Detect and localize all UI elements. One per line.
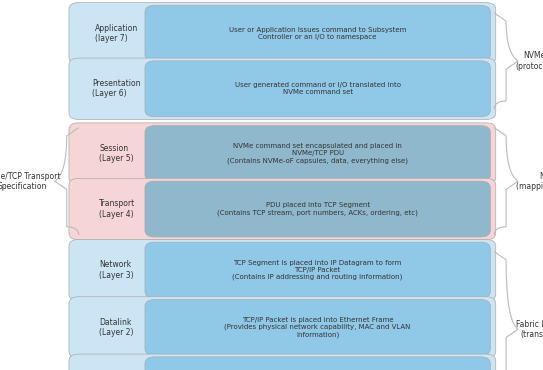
Text: NVMe-oF
(mapping / bindings): NVMe-oF (mapping / bindings): [516, 172, 543, 191]
Text: PDU placed into TCP Segment
(Contains TCP stream, port numbers, ACKs, ordering, : PDU placed into TCP Segment (Contains TC…: [217, 202, 418, 216]
FancyBboxPatch shape: [69, 178, 496, 240]
FancyBboxPatch shape: [69, 3, 496, 64]
FancyBboxPatch shape: [145, 357, 490, 370]
FancyBboxPatch shape: [145, 5, 490, 61]
FancyBboxPatch shape: [69, 354, 496, 370]
FancyBboxPatch shape: [69, 123, 496, 184]
Text: User generated command or I/O translated into
NVMe command set: User generated command or I/O translated…: [235, 82, 401, 95]
Text: User or Application Issues command to Subsystem
Controller or an I/O to namespac: User or Application Issues command to Su…: [229, 27, 406, 40]
Text: NVMe/TCP Transport
Specification: NVMe/TCP Transport Specification: [0, 172, 60, 191]
FancyBboxPatch shape: [145, 126, 490, 182]
Text: Session
(Layer 5): Session (Layer 5): [99, 144, 134, 163]
Text: TCP Segment is placed into IP Datagram to form
TCP/IP Packet
(Contains IP addres: TCP Segment is placed into IP Datagram t…: [232, 260, 403, 280]
Text: Datalink
(Layer 2): Datalink (Layer 2): [99, 318, 134, 337]
Text: Application
(layer 7): Application (layer 7): [95, 24, 138, 43]
Text: Transport
(Layer 4): Transport (Layer 4): [99, 199, 135, 219]
Text: NVMe
(protocol): NVMe (protocol): [516, 51, 543, 71]
Text: TCP/IP Packet is placed into Ethernet Frame
(Provides physical network capabilit: TCP/IP Packet is placed into Ethernet Fr…: [224, 317, 411, 338]
FancyBboxPatch shape: [145, 181, 490, 237]
Text: NVMe command set encapsulated and placed in
NVMe/TCP PDU
(Contains NVMe-oF capsu: NVMe command set encapsulated and placed…: [227, 143, 408, 164]
FancyBboxPatch shape: [69, 297, 496, 358]
Text: Presentation
(Layer 6): Presentation (Layer 6): [92, 79, 141, 98]
FancyBboxPatch shape: [145, 61, 490, 117]
FancyBboxPatch shape: [69, 239, 496, 301]
FancyBboxPatch shape: [145, 300, 490, 355]
Text: Fabric Layers
(transport): Fabric Layers (transport): [516, 320, 543, 339]
Text: Network
(Layer 3): Network (Layer 3): [99, 260, 134, 280]
FancyBboxPatch shape: [145, 242, 490, 298]
FancyBboxPatch shape: [69, 58, 496, 120]
